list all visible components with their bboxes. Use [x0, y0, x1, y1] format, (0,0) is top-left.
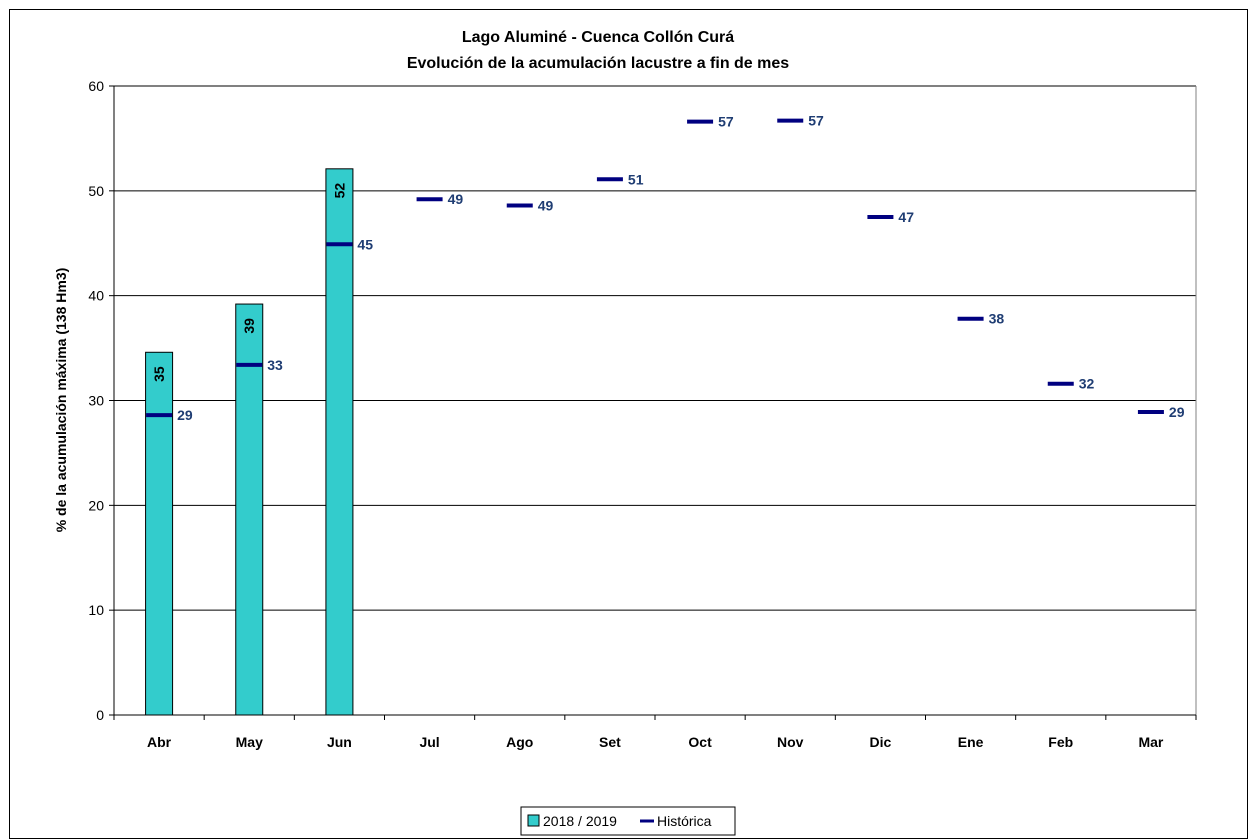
x-category-labels: Abr May Jun Jul Ago Set Oct Nov Dic Ene Feb Mar — [147, 734, 1164, 750]
x-category-label: Abr — [147, 734, 172, 750]
bar-series: 35 39 52 — [145, 168, 354, 716]
x-category-label: Feb — [1048, 734, 1073, 750]
y-tick-labels: 0 10 20 30 40 50 60 — [88, 78, 104, 723]
axes — [109, 85, 1197, 720]
bar — [145, 351, 174, 716]
x-category-label: Jul — [419, 734, 439, 750]
historica-data-label: 49 — [448, 191, 464, 207]
x-category-label: Nov — [777, 734, 804, 750]
x-category-label: May — [236, 734, 263, 750]
historica-data-label: 47 — [898, 209, 914, 225]
x-category-label: Set — [599, 734, 621, 750]
y-tick-label: 0 — [96, 707, 104, 723]
chart-subtitle: Evolución de la acumulación lacustre a f… — [407, 55, 789, 72]
historica-data-label: 29 — [177, 407, 193, 423]
gridlines — [114, 85, 1197, 715]
chart-frame — [9, 9, 1248, 839]
legend-label-bar: 2018 / 2019 — [543, 813, 617, 829]
x-category-label: Oct — [688, 734, 712, 750]
bar-data-label: 39 — [241, 318, 257, 334]
historica-data-label: 45 — [357, 236, 373, 252]
historica-data-label: 29 — [1169, 404, 1185, 420]
historica-data-label: 57 — [808, 113, 824, 129]
bar-data-label: 35 — [151, 366, 167, 382]
y-tick-label: 10 — [88, 602, 104, 618]
historica-data-label: 51 — [628, 171, 644, 187]
y-tick-label: 50 — [88, 183, 104, 199]
x-category-label: Mar — [1138, 734, 1163, 750]
chart-title: Lago Aluminé - Cuenca Collón Curá — [462, 29, 734, 46]
historica-data-label: 38 — [989, 311, 1005, 327]
bar-data-label: 52 — [331, 183, 347, 199]
legend: 2018 / 2019 Histórica — [520, 806, 736, 836]
x-category-label: Ago — [506, 734, 533, 750]
x-category-label: Ene — [958, 734, 984, 750]
bar — [235, 303, 264, 716]
legend-swatch-bar — [527, 814, 540, 827]
x-category-label: Jun — [327, 734, 352, 750]
y-tick-label: 60 — [88, 78, 104, 94]
y-tick-label: 30 — [88, 393, 104, 409]
historica-data-label: 33 — [267, 357, 283, 373]
historica-data-label: 57 — [718, 114, 734, 130]
y-axis-label: % de la acumulación máxima (138 Hm3) — [53, 268, 69, 533]
legend-label-line: Histórica — [657, 813, 712, 829]
historica-data-label: 32 — [1079, 376, 1095, 392]
historica-data-label: 49 — [538, 198, 554, 214]
legend-box — [520, 806, 736, 836]
bar — [325, 168, 354, 716]
x-category-label: Dic — [870, 734, 892, 750]
y-tick-label: 40 — [88, 288, 104, 304]
historica-series: 29 33 45 49 49 51 57 57 47 38 32 29 — [146, 113, 1185, 423]
y-tick-label: 20 — [88, 497, 104, 513]
